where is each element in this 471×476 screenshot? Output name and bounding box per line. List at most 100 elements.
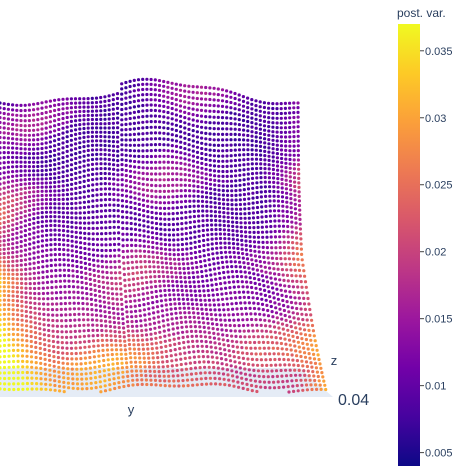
surface-point <box>0 366 2 370</box>
surface-point <box>222 219 226 223</box>
surface-point <box>6 195 10 199</box>
surface-point <box>103 171 107 176</box>
surface-point <box>290 306 294 310</box>
surface-point <box>21 365 25 369</box>
colorbar-tick-label: 0.03 <box>425 113 446 125</box>
surface-point <box>140 382 144 386</box>
surface-point <box>44 210 49 214</box>
surface-point <box>82 164 86 168</box>
surface-point <box>136 276 140 281</box>
surface-point <box>53 153 57 157</box>
surface-point <box>242 158 246 162</box>
surface-point <box>290 274 294 278</box>
surface-point <box>217 271 221 275</box>
surface-point <box>288 343 292 347</box>
surface-point <box>177 262 181 266</box>
surface-point <box>11 132 15 136</box>
surface-point <box>251 186 255 190</box>
surface-point <box>152 265 156 269</box>
surface-point <box>52 355 56 359</box>
surface-point <box>213 341 217 345</box>
surface-point <box>11 272 15 276</box>
surface-point <box>174 118 178 122</box>
surface-point <box>307 302 311 306</box>
surface-point <box>69 330 73 334</box>
surface-point <box>250 389 254 393</box>
surface-point <box>54 291 59 295</box>
surface-point <box>255 291 259 295</box>
surface-point <box>247 271 252 275</box>
surface-point <box>62 263 66 267</box>
surface-point <box>200 176 204 180</box>
surface-point <box>171 284 175 288</box>
surface-point <box>112 208 116 213</box>
surface-point <box>99 309 103 313</box>
surface-point <box>265 363 269 367</box>
surface-point <box>216 110 220 114</box>
surface-point <box>223 353 227 357</box>
surface-point <box>36 207 40 211</box>
surface-point <box>283 111 287 115</box>
surface-point <box>138 360 142 364</box>
surface-point <box>128 347 132 351</box>
surface-point <box>187 168 191 172</box>
surface-point <box>214 218 218 223</box>
surface-point <box>40 244 45 248</box>
surface-point <box>134 369 138 373</box>
surface-point <box>250 291 254 295</box>
surface-point <box>107 103 111 107</box>
surface-point <box>141 160 145 164</box>
surface-point <box>82 334 86 338</box>
surface-point <box>126 261 130 265</box>
surface-point <box>166 90 170 94</box>
surface-point <box>53 247 57 251</box>
surface-point <box>201 228 205 233</box>
surface-point <box>229 143 233 147</box>
surface-point <box>224 328 228 332</box>
surface-point <box>315 387 319 391</box>
surface-point <box>218 347 222 351</box>
surface-point <box>107 177 112 181</box>
surface-point <box>228 255 233 259</box>
surface-point <box>222 228 226 232</box>
surface-point <box>266 256 270 260</box>
surface-point <box>229 138 233 142</box>
surface-point <box>48 358 52 362</box>
surface-point <box>246 110 250 114</box>
surface-point <box>225 121 229 125</box>
surface-point <box>184 362 188 366</box>
surface-point <box>166 143 170 147</box>
surface-point <box>203 371 207 375</box>
surface-point <box>44 206 49 210</box>
surface-point <box>175 194 179 199</box>
surface-point <box>254 144 258 148</box>
surface-point <box>32 236 36 240</box>
surface-point <box>145 382 149 387</box>
surface-point <box>214 227 218 232</box>
surface-point <box>116 225 121 229</box>
surface-point <box>65 346 69 350</box>
surface-point <box>226 344 231 348</box>
surface-point <box>145 109 149 113</box>
surface-point <box>187 127 191 131</box>
surface-point <box>20 290 24 294</box>
surface-point <box>268 324 272 328</box>
surface-point <box>6 238 11 242</box>
surface-point <box>158 289 163 293</box>
surface-point <box>176 331 180 335</box>
surface-point <box>141 120 145 124</box>
surface-point <box>141 82 145 86</box>
surface-point <box>219 282 223 286</box>
surface-point <box>48 104 53 108</box>
surface-point <box>171 217 175 221</box>
surface-point <box>171 369 175 373</box>
surface-point <box>28 218 32 222</box>
surface-point <box>222 343 226 347</box>
surface-point <box>223 237 227 241</box>
surface-point <box>87 242 91 246</box>
surface-point <box>124 305 129 309</box>
surface-point <box>28 282 32 286</box>
surface-point <box>254 99 258 103</box>
surface-point <box>40 239 45 243</box>
